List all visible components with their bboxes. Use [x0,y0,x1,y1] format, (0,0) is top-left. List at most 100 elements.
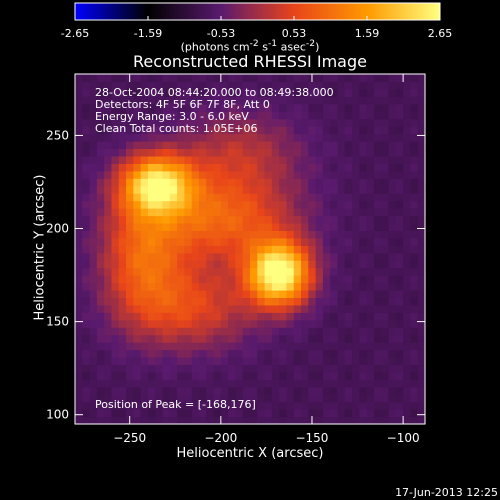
heatmap-cell [126,88,134,97]
heatmap-cell [96,267,105,276]
heatmap-cell [89,200,98,209]
heatmap-cell [308,349,317,358]
heatmap-cell [162,312,171,321]
heatmap-cell [82,200,91,209]
heatmap-cell [417,185,426,194]
heatmap-cell [403,342,412,351]
heatmap-cell [381,342,390,351]
heatmap-cell [133,371,142,380]
heatmap-cell [75,379,83,388]
heatmap-cell [388,416,397,425]
heatmap-cell [162,364,171,373]
heatmap-cell [104,282,113,291]
heatmap-cell [417,103,426,112]
heatmap-cell [198,193,207,202]
heatmap-cell [403,356,412,366]
heatmap-cell [337,74,346,83]
heatmap-cell [133,170,142,179]
heatmap-cell [104,81,113,90]
heatmap-cell [381,96,390,105]
heatmap-cell [75,118,83,127]
heatmap-cell [315,312,324,321]
heatmap-cell [140,334,149,343]
heatmap-cell [250,275,258,284]
heatmap-cell [104,319,113,328]
heatmap-cell [228,170,237,179]
heatmap-cell [352,222,360,231]
heatmap-cell [206,327,215,336]
heatmap-cell [213,371,222,380]
y-tick-label: 250 [46,128,69,142]
heatmap-cell [410,282,419,291]
heatmap-cell [191,312,200,321]
heatmap-cell [191,356,200,366]
heatmap-cell [169,96,178,105]
heatmap-cell [279,304,288,313]
heatmap-cell [322,275,331,284]
heatmap-cell [242,342,251,351]
heatmap-cell [242,133,251,142]
heatmap-cell [301,237,309,246]
heatmap-cell [96,200,105,209]
heatmap-cell [286,275,295,284]
heatmap-cell [257,103,266,112]
heatmap-cell [279,81,288,90]
heatmap-cell [228,252,237,261]
heatmap-cell [417,275,426,284]
heatmap-cell [279,260,288,269]
heatmap-cell [250,297,258,306]
heatmap-cell [315,237,324,246]
heatmap-cell [191,148,200,157]
heatmap-cell [388,245,397,254]
heatmap-cell [257,379,266,388]
heatmap-cell [330,289,339,299]
heatmap-cell [177,170,185,179]
heatmap-cell [169,215,178,224]
heatmap-cell [352,141,360,150]
heatmap-cell [330,163,339,172]
heatmap-cell [359,416,368,425]
heatmap-cell [133,297,142,306]
heatmap-cell [410,230,419,239]
heatmap-cell [220,304,229,313]
heatmap-cell [191,170,200,179]
heatmap-cell [366,260,375,269]
heatmap-cell [235,111,244,120]
heatmap-cell [257,141,266,150]
heatmap-cell [184,371,193,380]
heatmap-cell [264,163,273,172]
heatmap-cell [155,237,164,246]
heatmap-cell [235,327,244,336]
heatmap-cell [220,379,229,388]
heatmap-cell [417,208,426,217]
heatmap-cell [111,103,120,112]
heatmap-cell [75,163,83,172]
heatmap-cell [177,275,185,284]
heatmap-cell [395,237,404,246]
heatmap-cell [242,81,251,90]
heatmap-cell [403,349,412,358]
heatmap-cell [279,275,288,284]
heatmap-cell [315,289,324,299]
heatmap-cell [373,364,382,373]
heatmap-cell [322,364,331,373]
heatmap-cell [417,200,426,209]
heatmap-cell [373,319,382,328]
heatmap-cell [155,260,164,269]
heatmap-cell [315,282,324,291]
heatmap-cell [293,103,302,112]
heatmap-cell [337,111,346,120]
heatmap-cell [352,379,360,388]
heatmap-cell [322,304,331,313]
heatmap-cell [410,133,419,142]
heatmap-cell [242,252,251,261]
timestamp: 17-Jun-2013 12:25 [395,486,498,499]
heatmap-cell [177,141,185,150]
heatmap-cell [198,215,207,224]
heatmap-cell [352,304,360,313]
heatmap-cell [417,155,426,164]
heatmap-cell [410,401,419,410]
heatmap-cell [184,327,193,336]
heatmap-cell [373,148,382,157]
heatmap-cell [381,409,390,418]
